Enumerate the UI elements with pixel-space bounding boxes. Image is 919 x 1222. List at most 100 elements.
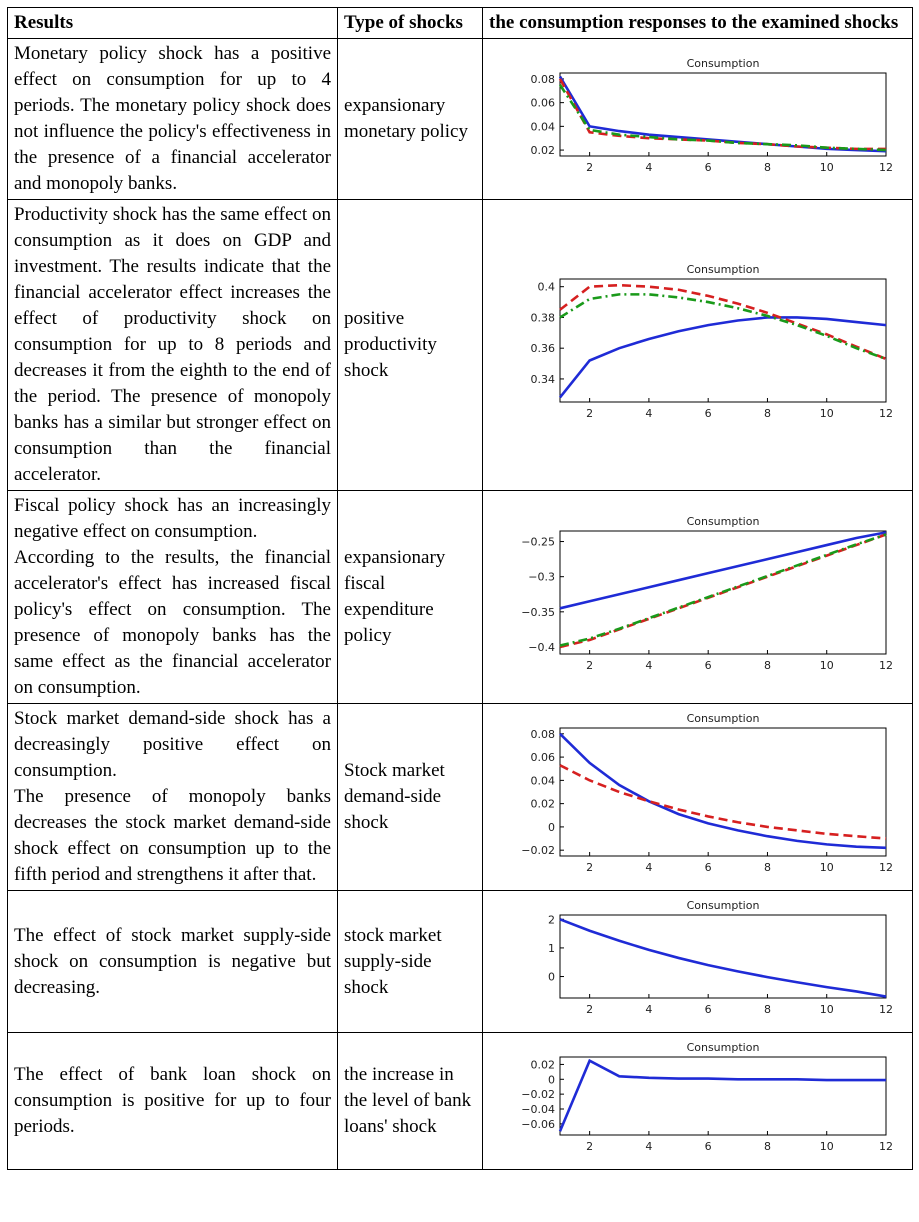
x-tick-label: 6	[704, 1003, 711, 1016]
series-line	[558, 1058, 886, 1132]
x-tick-label: 2	[586, 1140, 593, 1153]
y-tick-label: −0.04	[521, 1103, 555, 1116]
x-tick-label: 8	[763, 1140, 770, 1153]
y-tick-label: 0.06	[530, 96, 555, 109]
y-tick-label: 0.34	[530, 372, 555, 385]
header-cell: Results	[7, 7, 338, 39]
y-tick-label: 0.06	[530, 751, 555, 764]
y-tick-label: 0.08	[530, 72, 555, 85]
result-text: Stock market demand-side shock has a dec…	[14, 708, 331, 781]
chart-title: Consumption	[686, 263, 759, 276]
result-text: The effect of bank loan shock on consump…	[14, 1064, 331, 1137]
x-tick-label: 6	[704, 161, 711, 174]
x-tick-label: 6	[704, 659, 711, 672]
series-line	[559, 918, 886, 998]
y-tick-label: 0.04	[530, 774, 555, 787]
line-chart: Consumption 0.08 0.06 0.04 0.02 0 −0.02 2 4 6 8 10 1…	[521, 712, 893, 874]
table-row: Stock market demand-side shock has a dec…	[7, 703, 913, 891]
y-tick-label: −0.4	[528, 640, 555, 653]
y-tick-label: 0	[548, 971, 555, 984]
results-cell: Productivity shock has the same effect o…	[7, 199, 338, 491]
result-text: According to the results, the financial …	[14, 547, 331, 698]
y-tick-label: 0.36	[530, 342, 555, 355]
plot-frame	[559, 727, 886, 857]
header-cell: Type of shocks	[337, 7, 483, 39]
shock-type: stock market supply-side shock	[337, 890, 483, 1033]
header-row: Results Type of shocks the consumption r…	[7, 7, 913, 39]
x-tick-label: 12	[879, 1140, 893, 1153]
shock-type: the increase in the level of bank loans'…	[337, 1032, 483, 1170]
shock-type: expansionary monetary policy	[337, 38, 483, 200]
chart-cell: Consumption 0.02 0.04 0.06 0.08 2 4 6 8 10 12	[482, 38, 913, 200]
chart-title: Consumption	[686, 515, 759, 528]
line-chart: Consumption 0.02 0 −0.02 −0.04 −0.06 2 4 6 8 10 12	[521, 1041, 893, 1153]
y-tick-label: 0.02	[530, 144, 555, 157]
result-text: Fiscal policy shock has an increasingly …	[14, 495, 331, 542]
series-line	[558, 292, 886, 360]
y-tick-label: −0.25	[521, 535, 555, 548]
chart-cell: Consumption −0.25 −0.3 −0.35 −0.4 2 4 6 8 10 12	[482, 490, 913, 704]
x-tick-label: 12	[879, 1003, 893, 1016]
results-cell: The effect of bank loan shock on consump…	[7, 1032, 338, 1170]
shock-type: positive productivity shock	[337, 199, 483, 491]
series-line	[558, 75, 886, 153]
chart-cell: Consumption 0.34 0.36 0.38 0.4 2 4 6 8 10 12	[482, 199, 913, 491]
x-tick-label: 10	[819, 407, 833, 420]
result-text: The effect of stock market supply-side s…	[14, 924, 331, 998]
results-table: Results Type of shocks the consumption r…	[7, 7, 913, 1170]
table-row: Fiscal policy shock has an increasingly …	[7, 490, 913, 704]
y-tick-label: 0.38	[530, 311, 555, 324]
results-cell: Fiscal policy shock has an increasingly …	[7, 490, 338, 704]
chart-cell: Consumption 0.02 0 −0.02 −0.04 −0.06 2 4 6 8 10 12	[482, 1032, 913, 1170]
series-line	[559, 532, 886, 647]
y-tick-label: −0.06	[521, 1118, 555, 1131]
x-tick-label: 10	[819, 1140, 833, 1153]
y-tick-label: 0.02	[530, 798, 555, 811]
chart-title: Consumption	[686, 57, 759, 70]
x-tick-label: 10	[819, 1003, 833, 1016]
x-tick-label: 4	[645, 1140, 652, 1153]
y-tick-label: −0.02	[521, 1088, 555, 1101]
result-text: The presence of monopoly banks decreases…	[14, 786, 331, 885]
x-tick-label: 8	[763, 161, 770, 174]
y-tick-label: 0	[548, 1073, 555, 1086]
series-line	[558, 283, 886, 360]
plot-frame	[559, 530, 886, 654]
y-tick-label: 0.04	[530, 120, 555, 133]
x-tick-label: 2	[586, 407, 593, 420]
plot-frame	[559, 914, 886, 999]
result-text: Monetary policy shock has a positive eff…	[14, 43, 331, 194]
plot-frame	[559, 1056, 886, 1136]
table-row: The effect of bank loan shock on consump…	[7, 1032, 913, 1170]
shock-type: Stock market demand-side shock	[337, 703, 483, 891]
x-tick-label: 12	[879, 659, 893, 672]
x-tick-label: 12	[879, 861, 893, 874]
x-tick-label: 4	[645, 659, 652, 672]
y-tick-label: 0.08	[530, 728, 555, 741]
series-line	[558, 764, 886, 840]
x-tick-label: 2	[586, 161, 593, 174]
line-chart: Consumption 0.34 0.36 0.38 0.4 2 4 6 8 10 12	[530, 263, 893, 420]
y-tick-label: 1	[548, 942, 555, 955]
x-tick-label: 6	[704, 407, 711, 420]
x-tick-label: 10	[819, 161, 833, 174]
line-chart: Consumption 0.02 0.04 0.06 0.08 2 4 6 8 10 12	[530, 57, 893, 174]
chart-cell: Consumption 0 1 2 2 4 6 8 10 12	[482, 890, 913, 1033]
chart-title: Consumption	[686, 712, 759, 725]
series-line	[558, 77, 886, 150]
x-tick-label: 10	[819, 659, 833, 672]
series-line	[558, 315, 886, 398]
table-row: The effect of stock market supply-side s…	[7, 890, 913, 1033]
y-tick-label: 0.4	[537, 280, 555, 293]
x-tick-label: 8	[763, 407, 770, 420]
results-cell: Monetary policy shock has a positive eff…	[7, 38, 338, 200]
x-tick-label: 4	[645, 861, 652, 874]
chart-title: Consumption	[686, 899, 759, 912]
x-tick-label: 2	[586, 1003, 593, 1016]
line-chart: Consumption −0.25 −0.3 −0.35 −0.4 2 4 6 8 10 12	[521, 515, 893, 672]
table-row: Monetary policy shock has a positive eff…	[7, 38, 913, 200]
result-text: Productivity shock has the same effect o…	[14, 204, 331, 485]
x-tick-label: 10	[819, 861, 833, 874]
